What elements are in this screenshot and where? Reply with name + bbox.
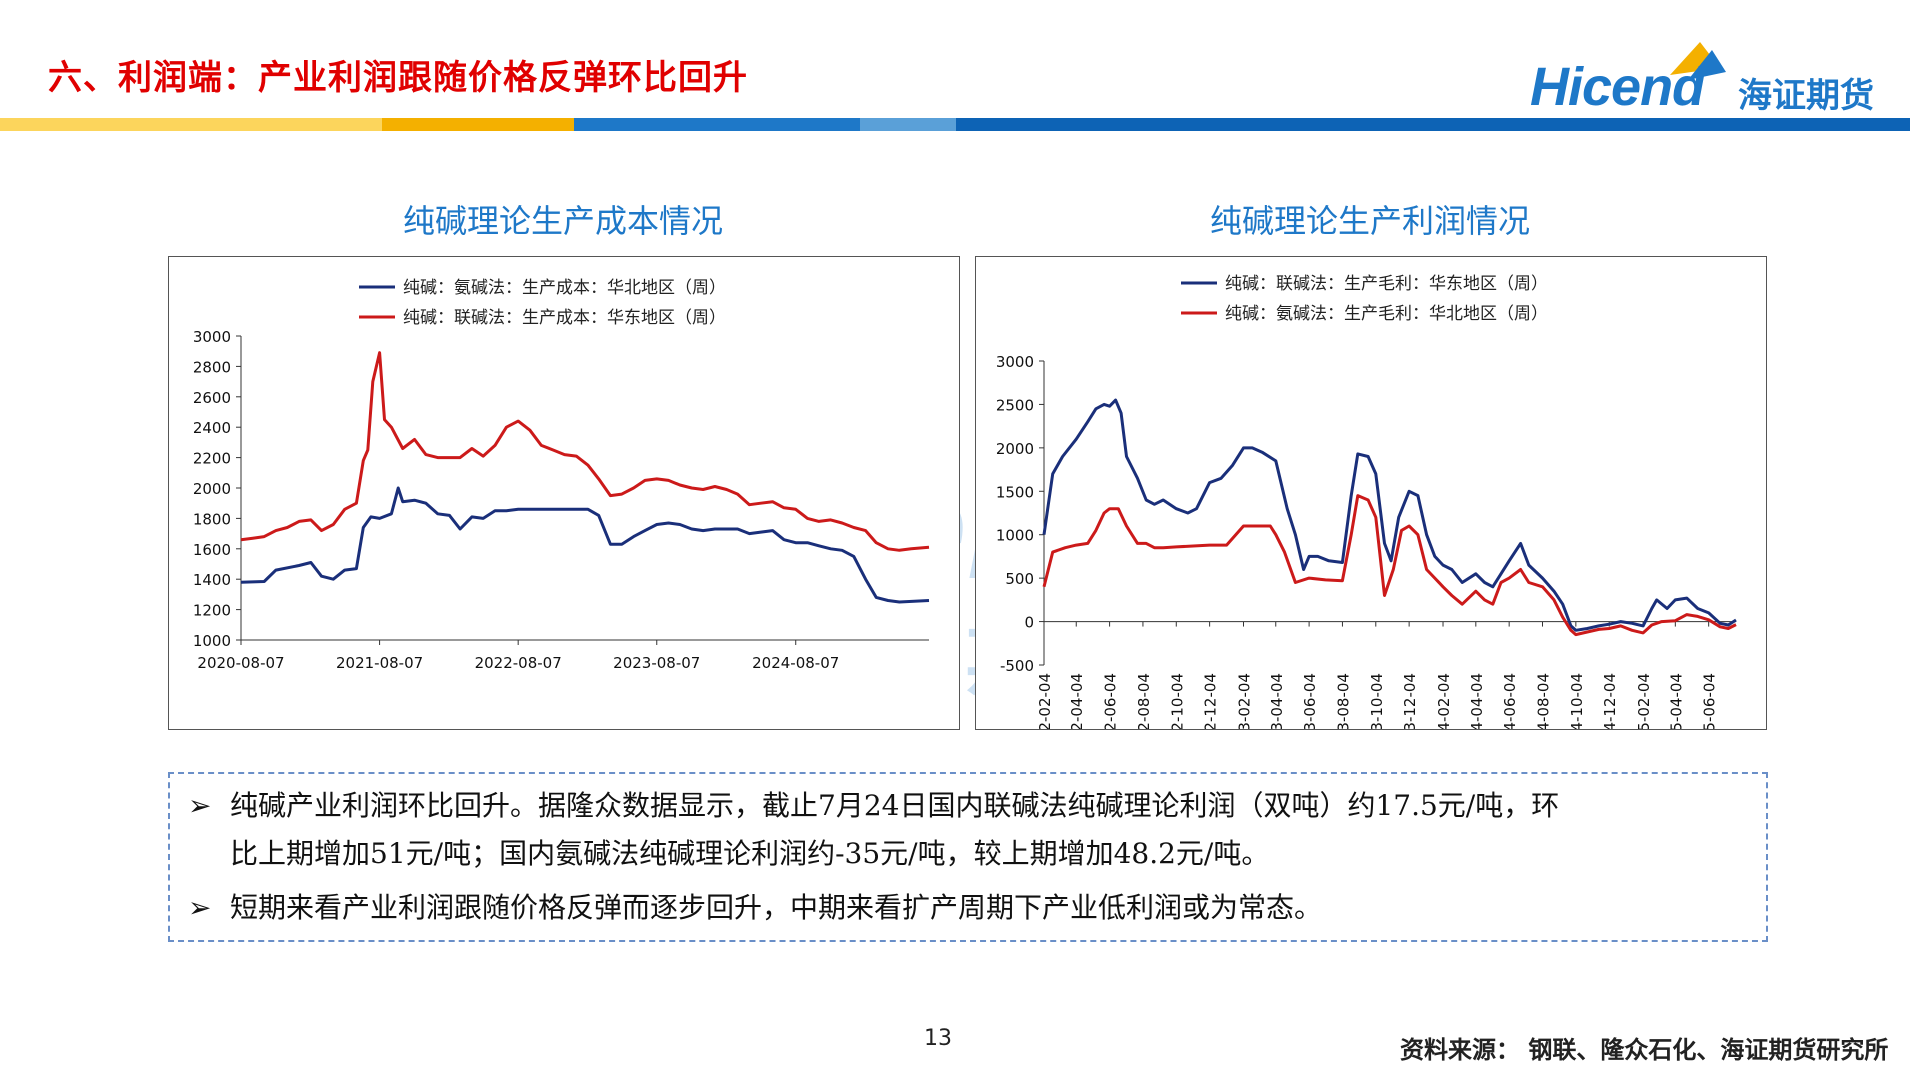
x-tick-label: 2023-10-04 bbox=[1368, 673, 1386, 729]
y-tick-label: 0 bbox=[1024, 614, 1034, 632]
legend-label: 纯碱：氨碱法：生产毛利：华北地区（周） bbox=[1225, 304, 1548, 324]
x-tick-label: 2025-02-04 bbox=[1635, 673, 1653, 729]
y-tick-label: 1800 bbox=[193, 510, 231, 528]
y-tick-label: 2400 bbox=[193, 419, 231, 437]
y-tick-label: 1600 bbox=[193, 541, 231, 559]
chart-panel-cost: 纯碱：氨碱法：生产成本：华北地区（周） 纯碱：联碱法：生产成本：华东地区（周） 10… bbox=[168, 256, 960, 730]
y-tick-label: 3000 bbox=[193, 328, 231, 346]
cost-chart: 纯碱：氨碱法：生产成本：华北地区（周） 纯碱：联碱法：生产成本：华东地区（周） 10… bbox=[193, 278, 930, 672]
x-tick-label: 2024-02-04 bbox=[1435, 673, 1453, 729]
stripe-segment bbox=[860, 118, 956, 131]
x-tick-label: 2024-08-04 bbox=[1535, 673, 1553, 729]
y-tick-label: 1000 bbox=[193, 632, 231, 650]
stripe-segment bbox=[382, 118, 574, 131]
x-tick-label: 2022-12-04 bbox=[1202, 673, 1220, 729]
y-tick-label: 3000 bbox=[996, 353, 1034, 371]
y-tick-label: 2200 bbox=[193, 450, 231, 468]
profit-chart: 纯碱：联碱法：生产毛利：华东地区（周） 纯碱：氨碱法：生产毛利：华北地区（周） -5… bbox=[996, 274, 1737, 760]
x-tick-label: 2024-10-04 bbox=[1568, 673, 1586, 729]
y-tick-label: 1200 bbox=[193, 602, 231, 620]
x-tick-label: 2022-06-04 bbox=[1102, 673, 1120, 729]
series-line bbox=[1042, 398, 1737, 632]
series-line bbox=[240, 351, 930, 552]
legend-label: 纯碱：联碱法：生产毛利：华东地区（周） bbox=[1225, 274, 1548, 294]
note-text: 比上期增加51元/吨；国内氨碱法纯碱理论利润约-35元/吨，较上期增加48.2元… bbox=[230, 837, 1270, 870]
company-logo: Hicend 海证期货 bbox=[1530, 40, 1890, 120]
x-tick-label: 2020-08-07 bbox=[197, 654, 284, 672]
x-tick-label: 2023-02-04 bbox=[1236, 673, 1254, 729]
logo-cn-text: 海证期货 bbox=[1738, 76, 1874, 116]
x-tick-label: 2021-08-07 bbox=[336, 654, 423, 672]
chart-title-profit: 纯碱理论生产利润情况 bbox=[1209, 202, 1530, 240]
x-tick-label: 2023-08-04 bbox=[1334, 673, 1352, 729]
page-title: 六、利润端：产业利润跟随价格反弹环比回升 bbox=[48, 58, 748, 98]
y-tick-label: 1000 bbox=[996, 527, 1034, 545]
x-tick-label: 2022-04-04 bbox=[1068, 673, 1086, 729]
notes-box: ➢ 纯碱产业利润环比回升。据隆众数据显示，截止7月24日国内联碱法纯碱理论利润（双… bbox=[168, 772, 1768, 942]
y-tick-label: 2600 bbox=[193, 389, 231, 407]
logo-mark-icon bbox=[1670, 42, 1726, 80]
legend-label: 纯碱：氨碱法：生产成本：华北地区（周） bbox=[403, 278, 726, 298]
x-tick-label: 2025-04-04 bbox=[1667, 673, 1685, 729]
x-tick-label: 2022-10-04 bbox=[1168, 673, 1186, 729]
x-tick-label: 2023-06-04 bbox=[1301, 673, 1319, 729]
y-tick-label: 2000 bbox=[996, 440, 1034, 458]
y-tick-label: 2800 bbox=[193, 358, 231, 376]
stripe-segment bbox=[574, 118, 860, 131]
y-tick-label: 1500 bbox=[996, 483, 1034, 501]
y-tick-label: 1400 bbox=[193, 571, 231, 589]
x-tick-label: 2023-12-04 bbox=[1401, 673, 1419, 729]
x-tick-label: 2024-06-04 bbox=[1501, 673, 1519, 729]
series-line bbox=[240, 486, 930, 604]
x-tick-label: 2024-12-04 bbox=[1601, 673, 1619, 729]
stripe-segment bbox=[956, 118, 1910, 131]
x-tick-label: 2022-08-07 bbox=[475, 654, 562, 672]
x-tick-label: 2024-04-04 bbox=[1468, 673, 1486, 729]
y-tick-label: 500 bbox=[1005, 570, 1034, 588]
bullet-arrow-icon: ➢ bbox=[188, 789, 212, 822]
chart-title-cost: 纯碱理论生产成本情况 bbox=[402, 202, 723, 240]
bullet-arrow-icon: ➢ bbox=[188, 891, 212, 924]
note-text: 纯碱产业利润环比回升。据隆众数据显示，截止7月24日国内联碱法纯碱理论利润（双吨… bbox=[230, 789, 1560, 822]
note-item: ➢ 短期来看产业利润跟随价格反弹而逐步回升，中期来看扩产周期下产业低利润或为常态。 bbox=[188, 884, 1322, 932]
x-tick-label: 2024-08-07 bbox=[752, 654, 839, 672]
y-tick-label: -500 bbox=[1000, 657, 1034, 675]
note-item: ➢ 纯碱产业利润环比回升。据隆众数据显示，截止7月24日国内联碱法纯碱理论利润（双… bbox=[188, 782, 1559, 830]
note-text: 短期来看产业利润跟随价格反弹而逐步回升，中期来看扩产周期下产业低利润或为常态。 bbox=[230, 891, 1323, 924]
x-tick-label: 2023-04-04 bbox=[1268, 673, 1286, 729]
note-item-continued: 比上期增加51元/吨；国内氨碱法纯碱理论利润约-35元/吨，较上期增加48.2元… bbox=[230, 830, 1269, 878]
chart-panel-profit: 纯碱：联碱法：生产毛利：华东地区（周） 纯碱：氨碱法：生产毛利：华北地区（周） -5… bbox=[975, 256, 1767, 760]
series-line bbox=[1042, 494, 1737, 637]
logo-text: Hicend bbox=[1530, 57, 1705, 117]
x-tick-label: 2025-06-04 bbox=[1701, 673, 1719, 729]
stripe-segment bbox=[0, 118, 382, 131]
page-number: 13 bbox=[924, 1026, 952, 1051]
legend-label: 纯碱：联碱法：生产成本：华东地区（周） bbox=[403, 308, 726, 328]
y-tick-label: 2000 bbox=[193, 480, 231, 498]
x-tick-label: 2022-08-04 bbox=[1135, 673, 1153, 729]
source-note: 资料来源： 钢联、隆众石化、海证期货研究所 bbox=[1400, 1036, 1889, 1064]
y-tick-label: 2500 bbox=[996, 396, 1034, 414]
x-tick-label: 2022-02-04 bbox=[1036, 673, 1054, 729]
x-tick-label: 2023-08-07 bbox=[613, 654, 700, 672]
